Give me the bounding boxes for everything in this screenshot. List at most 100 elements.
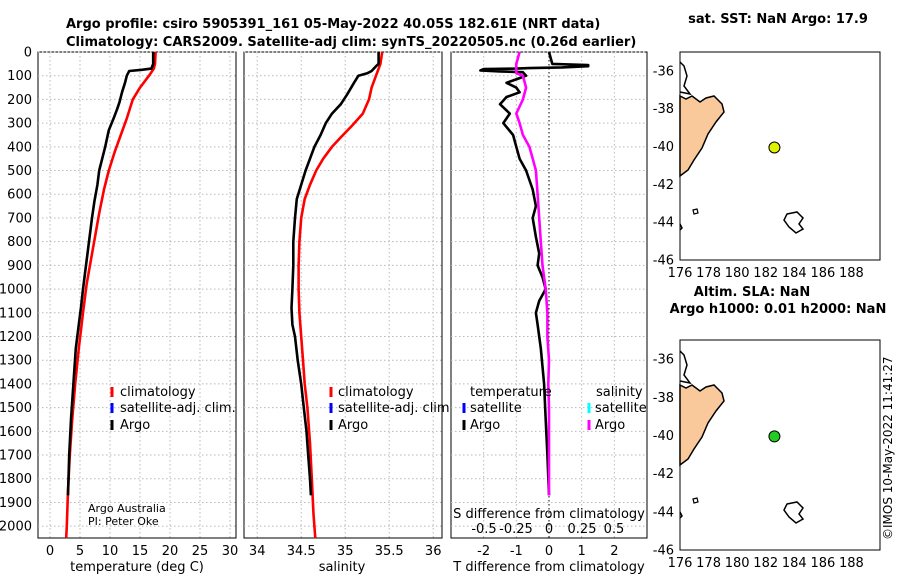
lon-tick-label: 188 <box>839 556 864 571</box>
salinity-tick-labels: 34 34.5 35 35.5 36 <box>249 544 442 559</box>
s-tick: 0 <box>545 522 553 537</box>
salinity-legend: climatology satellite-adj. clim. Argo <box>329 385 454 433</box>
s-tick: -0.25 <box>499 522 533 537</box>
x-tick-label: 25 <box>192 544 209 559</box>
salinity-xlabel: salinity <box>319 560 366 575</box>
sla-map-markers <box>768 430 781 443</box>
lat-tick-label: -40 <box>653 140 674 155</box>
islet <box>692 208 699 215</box>
x-tick-label: 10 <box>102 544 119 559</box>
argo-float-marker <box>768 141 781 154</box>
lon-tick-label: 176 <box>668 556 693 571</box>
legend-t-satellite-label: satellite <box>470 401 522 416</box>
series-line-argo <box>66 52 155 496</box>
legend-climatology-label-2: climatology <box>338 385 414 400</box>
legend-temperature-title: temperature <box>470 385 552 400</box>
depth-tick-label: 1200 <box>0 330 32 345</box>
argo-float-marker <box>768 430 781 443</box>
depth-tick-label: 1800 <box>0 472 32 487</box>
lat-tick-label: -38 <box>653 102 674 117</box>
lat-tick-label: -42 <box>653 178 674 193</box>
x-tick-label: 0 <box>46 544 54 559</box>
lat-tick-label: -44 <box>653 505 674 520</box>
lat-tick-label: -40 <box>653 429 674 444</box>
sst-map-markers <box>768 141 781 154</box>
lon-tick-label: 182 <box>753 266 778 281</box>
header-line2: Climatology: CARS2009. Satellite-adj cli… <box>66 35 636 50</box>
difference-legend: temperature salinity satellite Argo sate… <box>462 385 647 433</box>
legend-argo-label: Argo <box>120 418 150 433</box>
salinity-axes-box <box>243 51 443 539</box>
x-tick-label: 0 <box>545 544 553 559</box>
legend-satellite-label: satellite-adj. clim. <box>120 401 236 416</box>
depth-tick-label: 900 <box>7 259 32 274</box>
sst-map-panel: sat. SST: NaN Argo: 17.9 176 178 180 182 184… <box>653 12 881 281</box>
sst-map-coast <box>679 61 805 234</box>
x-tick-label: 20 <box>162 544 179 559</box>
s-tick: 0.25 <box>568 522 597 537</box>
series-line-salinity-argo <box>514 51 551 496</box>
lon-tick-label: 188 <box>839 266 864 281</box>
lat-tick-label: -44 <box>653 216 674 231</box>
x-tick-label: 1 <box>578 544 586 559</box>
legend-t-argo-label: Argo <box>470 418 500 433</box>
sla-map-panel: Altim. SLA: NaN Argo h1000: 0.01 h2000: … <box>653 285 887 571</box>
legend-salinity-title: salinity <box>596 385 643 400</box>
legend-satellite-label-2: satellite-adj. clim. <box>338 401 454 416</box>
lat-tick-label: -42 <box>653 467 674 482</box>
southern-coast <box>679 223 683 231</box>
lat-tick-label: -36 <box>653 353 674 368</box>
chatham-island <box>783 211 805 234</box>
legend-s-argo-label: Argo <box>595 418 625 433</box>
north-coast-2 <box>679 350 692 385</box>
t-difference-tick-labels: -2 -1 0 1 2 <box>477 544 618 559</box>
x-tick-label: -1 <box>510 544 523 559</box>
legend-argo-label-2: Argo <box>338 418 368 433</box>
timestamp-stamp: ©IMOS 10-May-2022 11:41:27 <box>881 356 895 540</box>
depth-tick-label: 1000 <box>0 283 32 298</box>
lon-tick-label: 184 <box>782 556 807 571</box>
x-tick-label: -2 <box>477 544 490 559</box>
southern-coast-2 <box>679 511 683 519</box>
lat-tick-label: -38 <box>653 391 674 406</box>
depth-tick-labels: 0 100 200 300 400 500 600 700 800 900 1000 1100 1200… <box>0 46 32 535</box>
sla-map-ticks: 176 178 180 182 184 186 188 -36 -38 -40 -42 -44 -46 <box>653 353 864 571</box>
x-tick-label: 30 <box>222 544 239 559</box>
x-tick-label: 34 <box>249 544 266 559</box>
temperature-legend: climatology satellite-adj. clim. Argo <box>110 385 236 433</box>
lon-tick-label: 176 <box>668 266 693 281</box>
temperature-profiles <box>64 51 157 539</box>
north-coast <box>679 61 692 96</box>
series-line-climatology <box>297 51 384 539</box>
sst-map-box <box>679 51 881 261</box>
sla-map-coast <box>679 350 805 524</box>
s-tick: 0.5 <box>604 522 625 537</box>
depth-tick-label: 1700 <box>0 449 32 464</box>
lon-tick-label: 186 <box>810 266 835 281</box>
sst-map-ticks: 176 178 180 182 184 186 188 -36 -38 -40 -42 -44 -46 <box>653 64 864 281</box>
legend-climatology-label: climatology <box>120 385 196 400</box>
lat-tick-label: -36 <box>653 64 674 79</box>
lon-tick-label: 178 <box>696 266 721 281</box>
credit-org: Argo Australia <box>88 502 166 515</box>
temperature-xlabel: temperature (deg C) <box>70 560 204 575</box>
salinity-grid <box>244 51 442 538</box>
t-difference-xlabel: T difference from climatology <box>452 560 645 575</box>
depth-tick-label: 1100 <box>0 306 32 321</box>
islet-2 <box>692 497 699 504</box>
lon-tick-label: 184 <box>782 266 807 281</box>
lon-tick-label: 180 <box>725 556 750 571</box>
x-tick-label: 5 <box>76 544 84 559</box>
sla-map-title1: Altim. SLA: NaN <box>694 285 810 300</box>
s-difference-tick-labels: -0.5 -0.25 0 0.25 0.5 <box>471 522 624 537</box>
depth-tick-label: 1600 <box>0 425 32 440</box>
temperature-grid <box>38 51 236 538</box>
difference-panel: -2 -1 0 1 2 S difference from climatology -0… <box>450 51 648 575</box>
depth-tick-label: 300 <box>7 117 32 132</box>
credit-pi: PI: Peter Oke <box>88 515 159 528</box>
x-tick-label: 35 <box>337 544 354 559</box>
x-tick-label: 34.5 <box>287 544 316 559</box>
x-tick-label: 36 <box>425 544 442 559</box>
lon-tick-label: 178 <box>696 556 721 571</box>
